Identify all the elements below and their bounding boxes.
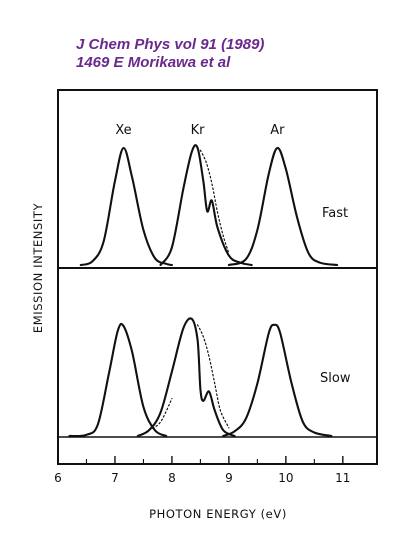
curves: [68, 144, 339, 438]
panel-1-series-2-dotted: [197, 324, 230, 429]
x-tick-label-0: 6: [54, 471, 62, 485]
peak-label-2: Ar: [270, 123, 285, 138]
panel-0-series-0: [79, 146, 173, 267]
annotations: Fast Xe Kr Ar Slow: [115, 123, 350, 386]
panel-1-series-0: [68, 322, 168, 438]
x-tick-label-4: 10: [278, 471, 293, 485]
panel-1-series-3-dotted: [148, 398, 173, 431]
panel-label-1: Slow: [320, 371, 351, 386]
peak-label-0: Xe: [115, 123, 131, 138]
citation-line-1: J Chem Phys vol 91 (1989): [76, 36, 265, 53]
x-tick-label-1: 7: [111, 471, 119, 485]
panel-label-0: Fast: [322, 206, 348, 221]
panel-1-series-1: [136, 317, 236, 438]
panel-0-series-2-dotted: [199, 149, 230, 254]
citation-line-2: 1469 E Morikawa et al: [76, 54, 231, 71]
x-tick-label-5: 11: [335, 471, 350, 485]
peak-label-1: Kr: [191, 123, 206, 138]
citation: J Chem Phys vol 91 (1989) 1469 E Morikaw…: [76, 36, 264, 72]
x-tick-label-2: 8: [168, 471, 176, 485]
x-tick-label-3: 9: [225, 471, 233, 485]
panel-0-series-1: [159, 144, 253, 267]
y-axis-label: EMISSION INTENSITY: [31, 202, 45, 333]
x-axis-label: PHOTON ENERGY (eV): [149, 507, 287, 521]
plot-frame: [57, 89, 378, 465]
x-axis: 6 7 8 9 10 11: [54, 456, 350, 485]
panel-1-series-4: [222, 323, 333, 438]
panel-0-series-3: [227, 146, 339, 267]
